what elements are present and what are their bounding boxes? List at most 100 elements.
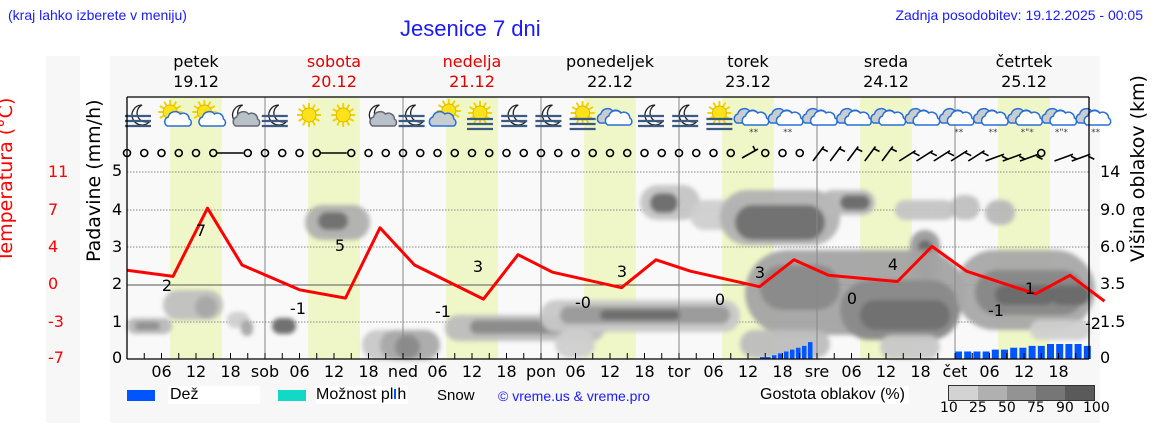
x-tick-label: 12 (876, 362, 896, 381)
wind-marker (398, 148, 408, 158)
x-tick-label: 18 (220, 362, 240, 381)
wind-marker (571, 148, 580, 158)
svg-text:*"*: *"* (1055, 128, 1069, 138)
wind-marker (536, 148, 546, 158)
x-tick-label: 12 (1014, 362, 1034, 381)
wind-marker (467, 148, 477, 158)
wind-marker (760, 148, 770, 158)
x-tick-label: pon (526, 362, 556, 381)
temperature-tick: 11 (48, 162, 69, 181)
wind-marker (139, 148, 149, 158)
wind-marker (709, 148, 718, 158)
cloud-height-tick: 0 (1100, 348, 1111, 367)
wind-marker (812, 146, 829, 162)
wind-marker (674, 148, 684, 158)
weather-icon-sleet: *"* (1007, 107, 1044, 138)
svg-text:-1: -1 (988, 301, 1004, 320)
wind-marker (691, 148, 701, 158)
wind-marker (484, 148, 494, 158)
day-date: 24.12 (863, 72, 909, 91)
x-tick-label: 06 (289, 362, 309, 381)
weather-icon-cloud (801, 107, 838, 126)
svg-text:4: 4 (888, 255, 898, 274)
day-name: četrtek (995, 52, 1053, 71)
weather-icon-fogsun (467, 101, 493, 131)
copyright-link[interactable]: © vreme.us & vreme.pro (498, 388, 650, 404)
precip-tick: 3 (112, 237, 123, 256)
density-swatch (1065, 386, 1094, 400)
svg-text:2: 2 (162, 276, 172, 295)
svg-text:3: 3 (617, 262, 627, 281)
chance-swatch (278, 390, 306, 401)
temperature-line (126, 206, 1106, 303)
weather-icons: ** ** ** ** *"* *"* ** (125, 99, 1112, 138)
x-tick-label: 06 (979, 362, 999, 381)
wind-marker (243, 148, 253, 158)
density-swatch (1036, 386, 1065, 400)
day-name: ponedeljek (566, 52, 654, 71)
wind-marker (519, 148, 529, 158)
svg-text:7: 7 (196, 221, 206, 240)
weather-icon-snow: ** (767, 107, 804, 138)
wind-marker (381, 148, 391, 158)
wind-marker (277, 148, 287, 158)
day-header-1: sobota 20.12 (265, 52, 403, 92)
day-header-2: nedelja 21.12 (403, 52, 541, 92)
svg-text:**: ** (1091, 128, 1101, 138)
wind-marker (741, 145, 759, 159)
weather-icon-sunc (158, 100, 193, 127)
weather-icon-mooncl (231, 104, 261, 127)
wind-marker (502, 148, 511, 158)
x-tick-label: 12 (462, 362, 482, 381)
precip-tick: 0 (112, 348, 123, 367)
svg-text:5: 5 (335, 236, 345, 255)
wind-marker (950, 150, 972, 162)
wind-marker (364, 148, 373, 158)
axes-frame (126, 96, 1090, 360)
rain-legend-label: Dež (168, 386, 260, 404)
density-swatch (978, 386, 1007, 400)
density-swatch (949, 386, 978, 400)
x-tick-label: 12 (324, 362, 344, 381)
day-name: nedelja (442, 52, 502, 71)
day-separators (264, 97, 956, 359)
x-tick-label: čet (943, 362, 968, 381)
x-tick-label: 06 (427, 362, 447, 381)
wind-marker (795, 148, 805, 158)
svg-text:-1: -1 (290, 299, 306, 318)
wind-barbs (122, 145, 1095, 162)
wind-marker (588, 148, 598, 158)
temperature-tick: -7 (48, 348, 64, 367)
temperature-labels: 2 -1 -1 -0 0 0 -1 7 5 3 3 3 4 1 -2 (162, 221, 1101, 333)
x-tick-label: 18 (358, 362, 378, 381)
temperature-tick: 7 (48, 200, 59, 219)
cloud-density-legend-label: Gostota oblakov (%) (760, 386, 909, 404)
precip-tick: 2 (112, 274, 123, 293)
wind-marker (605, 148, 615, 158)
x-tick-label: 18 (496, 362, 516, 381)
weather-icon-fogmoon (501, 104, 528, 128)
x-tick-label: 06 (565, 362, 585, 381)
x-tick-label: sob (251, 362, 279, 381)
wind-marker (622, 148, 632, 158)
weather-icon-fogmoon (261, 104, 288, 128)
svg-text:**: ** (954, 128, 964, 138)
wind-marker (1019, 153, 1043, 162)
cloud-height-tick: 6.0 (1100, 237, 1126, 256)
weather-icon-cloudsun (428, 99, 461, 127)
cloud-density-scale-labels: 10 25 50 75 90 100 (940, 400, 1110, 418)
density-scale-label: 10 (940, 400, 958, 416)
x-tick-label: 06 (151, 362, 171, 381)
day-date: 19.12 (173, 72, 219, 91)
precip-tick: 1 (112, 312, 123, 331)
x-tick-label: 18 (772, 362, 792, 381)
density-swatch (1007, 386, 1036, 400)
svg-text:1: 1 (1025, 279, 1035, 298)
day-date: 21.12 (449, 72, 495, 91)
wind-marker (174, 148, 184, 158)
day-date: 25.12 (1001, 72, 1047, 91)
wind-marker (415, 148, 425, 158)
day-header-6: četrtek 25.12 (955, 52, 1093, 92)
density-scale-label: 75 (1027, 400, 1045, 416)
weather-icon-cloud (870, 107, 907, 126)
